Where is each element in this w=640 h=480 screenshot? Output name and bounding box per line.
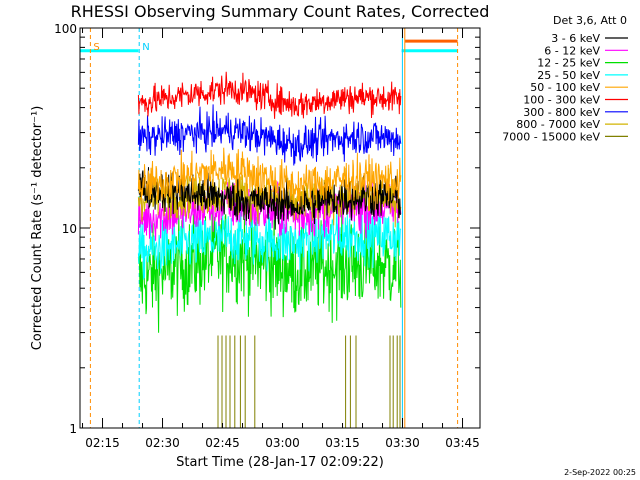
y-axis-label: Corrected Count Rate (s⁻¹ detector⁻¹)	[30, 106, 45, 351]
legend-label: 50 - 100 keV	[530, 81, 600, 94]
legend-label: 7000 - 15000 keV	[502, 130, 600, 143]
series-line-4	[137, 147, 402, 211]
y-tick-label: 1	[69, 422, 77, 436]
series-line-2	[137, 203, 402, 333]
y-tick-label: 100	[54, 22, 77, 36]
legend-label: 25 - 50 keV	[537, 69, 600, 82]
axes: 1 10 100 02:15 02:30 02:45 03:00 03:15 03:30 03:4…	[54, 22, 480, 450]
series-spikes	[138, 335, 401, 429]
legend-header: Det 3,6, Att 0	[553, 14, 627, 27]
series-line-0	[137, 167, 402, 230]
flag-label-1: N	[142, 42, 149, 53]
flag-label-0: S	[93, 42, 99, 53]
x-tick-label: 02:30	[145, 436, 180, 450]
x-tick-label: 03:15	[325, 436, 360, 450]
x-tick-label: 03:00	[265, 436, 300, 450]
footer-date: 2-Sep-2022 00:25	[564, 468, 636, 477]
x-tick-label: 03:45	[445, 436, 480, 450]
y-tick-label: 10	[62, 222, 77, 236]
legend-label: 3 - 6 keV	[551, 32, 600, 45]
legend-label: 100 - 300 keV	[523, 94, 600, 107]
legend-label: 12 - 25 keV	[537, 57, 600, 70]
x-tick-label: 03:30	[385, 436, 420, 450]
series-line-5	[137, 71, 402, 119]
chart-title: RHESSI Observing Summary Count Rates, Co…	[71, 2, 490, 21]
legend-label: 6 - 12 keV	[544, 44, 600, 57]
x-tick-label: 02:15	[85, 436, 120, 450]
legend-label: 800 - 7000 keV	[516, 118, 600, 131]
legend-label: 300 - 800 keV	[523, 106, 600, 119]
series-line-6	[137, 104, 402, 166]
x-axis-label: Start Time (28-Jan-17 02:09:22)	[176, 455, 384, 470]
x-tick-label: 02:45	[205, 436, 240, 450]
